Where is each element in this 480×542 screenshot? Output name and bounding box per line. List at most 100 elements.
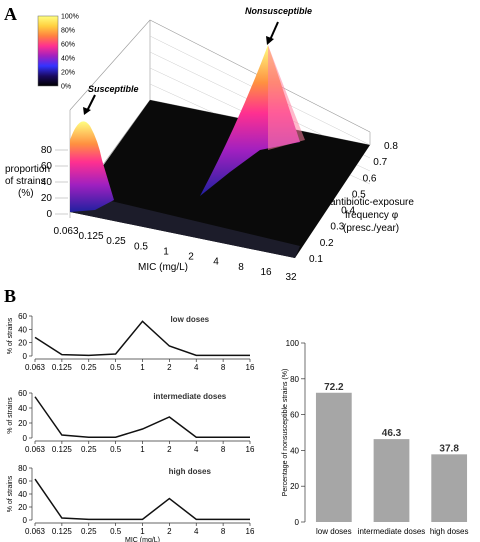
frequency-tick-label: 0.8 — [384, 141, 398, 152]
x-tick-label: 0.063 — [25, 445, 46, 454]
x-tick-label: 0.5 — [110, 445, 122, 454]
x-tick-label: 0.063 — [25, 527, 46, 536]
bar-y-tick-label: 0 — [295, 518, 300, 527]
y-tick-label: 0 — [23, 516, 28, 525]
x-tick-label: 2 — [167, 527, 172, 536]
y-tick-label: 0 — [23, 352, 28, 361]
y-tick-label: 80 — [18, 464, 27, 473]
bar-y-tick-label: 100 — [286, 339, 300, 348]
mic-tick-label: 0.125 — [78, 231, 103, 242]
colorbar-tick: 80% — [61, 28, 75, 35]
x-tick-label: 0.125 — [52, 363, 73, 372]
susceptible-arrow — [86, 94, 96, 112]
bar-value-label: 72.2 — [324, 382, 344, 393]
y-axis-label: % of strains — [7, 397, 14, 434]
bar-category-label: intermediate doses — [358, 527, 426, 536]
line-chart-2: 0 20 40 60 80 0.063 0.125 0.25 0.5 1 2 4 8 16 high dos… — [7, 464, 255, 542]
z-axis-ticks: 80 60 40 20 0 — [41, 145, 68, 220]
colorbar-tick: 0% — [61, 84, 71, 91]
x-tick-label: 1 — [140, 363, 145, 372]
x-tick-label: 16 — [246, 363, 255, 372]
z-tick-label: 80 — [41, 145, 53, 156]
colorbar-tick: 20% — [61, 70, 75, 77]
x-tick-label: 2 — [167, 445, 172, 454]
susceptible-ridge — [70, 121, 114, 212]
x-tick-label: 4 — [194, 363, 199, 372]
x-tick-label: 1 — [140, 445, 145, 454]
x-tick-label: 0.5 — [110, 527, 122, 536]
frequency-axis-label-line-1: antibiotic-exposure — [330, 197, 414, 208]
y-tick-label: 20 — [18, 503, 27, 512]
nonsusceptible-annotation: Nonsusceptible — [245, 6, 312, 16]
mic-tick-label: 4 — [213, 257, 219, 268]
x-tick-label: 0.063 — [25, 363, 46, 372]
x-tick-label: 2 — [167, 363, 172, 372]
bar-value-label: 37.8 — [439, 443, 459, 454]
nonsusceptible-peak-side — [268, 45, 305, 150]
mic-tick-label: 1 — [163, 246, 169, 257]
frequency-axis-label: antibiotic-exposure frequency φ (presc./… — [330, 197, 414, 234]
bar — [315, 392, 352, 522]
bar-category-label: low doses — [316, 527, 352, 536]
surface-floor-shade — [70, 196, 300, 258]
y-tick-label: 60 — [18, 312, 27, 321]
y-tick-label: 0 — [23, 434, 28, 443]
bar-y-tick-label: 80 — [290, 375, 299, 384]
z-axis-label: proportion of strains (%) — [5, 164, 50, 199]
panel-a-label: A — [4, 4, 17, 24]
nonsusceptible-bar-chart: 0 20 40 60 80 100 Percentage of nonsusceptible… — [282, 339, 469, 536]
colorbar-tick: 40% — [61, 56, 75, 63]
frequency-tick-label: 0.2 — [320, 238, 334, 249]
susceptible-annotation: Susceptible — [88, 84, 139, 94]
z-axis-label-line-2: of strains — [5, 176, 46, 187]
x-tick-label: 4 — [194, 527, 199, 536]
z-tick-label: 40 — [41, 177, 53, 188]
series-line — [34, 478, 250, 521]
nonsusceptible-arrow — [269, 21, 279, 41]
x-tick-label: 0.125 — [52, 527, 73, 536]
y-axis-label: % of strains — [7, 475, 14, 512]
mic-tick-label: 0.5 — [134, 241, 148, 252]
z-tick-label: 0 — [46, 209, 52, 220]
mic-tick-label: 2 — [188, 252, 194, 263]
frequency-tick-label: 0.3 — [330, 222, 344, 233]
z-axis-label-line-3: (%) — [18, 188, 34, 199]
x-tick-label: 0.125 — [52, 445, 73, 454]
frequency-tick-label: 0.5 — [352, 189, 366, 200]
line-chart-title: high doses — [169, 467, 212, 476]
mic-axis-label: MIC (mg/L) — [138, 262, 188, 273]
frequency-tick-label: 0.1 — [309, 254, 323, 265]
z-tick-label: 20 — [41, 193, 53, 204]
x-tick-label: 8 — [221, 363, 226, 372]
x-tick-label: 0.25 — [81, 527, 97, 536]
x-axis-label: MIC (mg/L) — [125, 537, 160, 542]
panel-b-label: B — [4, 286, 16, 306]
frequency-axis-label-line-2: frequency φ — [345, 210, 399, 221]
mic-axis-ticks: 0.063 0.125 0.25 0.5 1 2 4 8 16 32 — [53, 226, 297, 283]
frequency-axis-label-line-3: (presc./year) — [343, 223, 399, 234]
frequency-axis-ticks: 0.1 0.2 0.3 0.4 0.5 0.6 0.7 0.8 — [309, 141, 398, 265]
x-tick-label: 1 — [140, 527, 145, 536]
bar-value-label: 46.3 — [382, 428, 402, 439]
x-tick-label: 16 — [246, 445, 255, 454]
y-tick-label: 40 — [18, 404, 27, 413]
x-tick-label: 0.25 — [81, 363, 97, 372]
y-tick-label: 20 — [18, 419, 27, 428]
y-tick-label: 60 — [18, 389, 27, 398]
x-tick-label: 0.5 — [110, 363, 122, 372]
y-tick-label: 60 — [18, 477, 27, 486]
bar-category-label: high doses — [430, 527, 469, 536]
bar-y-tick-label: 60 — [290, 411, 299, 420]
x-tick-label: 8 — [221, 445, 226, 454]
colorbar — [37, 15, 59, 87]
colorbar-tick: 60% — [61, 42, 75, 49]
y-tick-label: 20 — [18, 339, 27, 348]
bar — [431, 454, 468, 522]
y-tick-label: 40 — [18, 490, 27, 499]
mic-tick-label: 16 — [260, 267, 272, 278]
frequency-tick-label: 0.6 — [363, 173, 377, 184]
colorbar-ticks: 100% 80% 60% 40% 20% 0% — [61, 14, 79, 91]
mic-tick-label: 32 — [285, 272, 297, 283]
